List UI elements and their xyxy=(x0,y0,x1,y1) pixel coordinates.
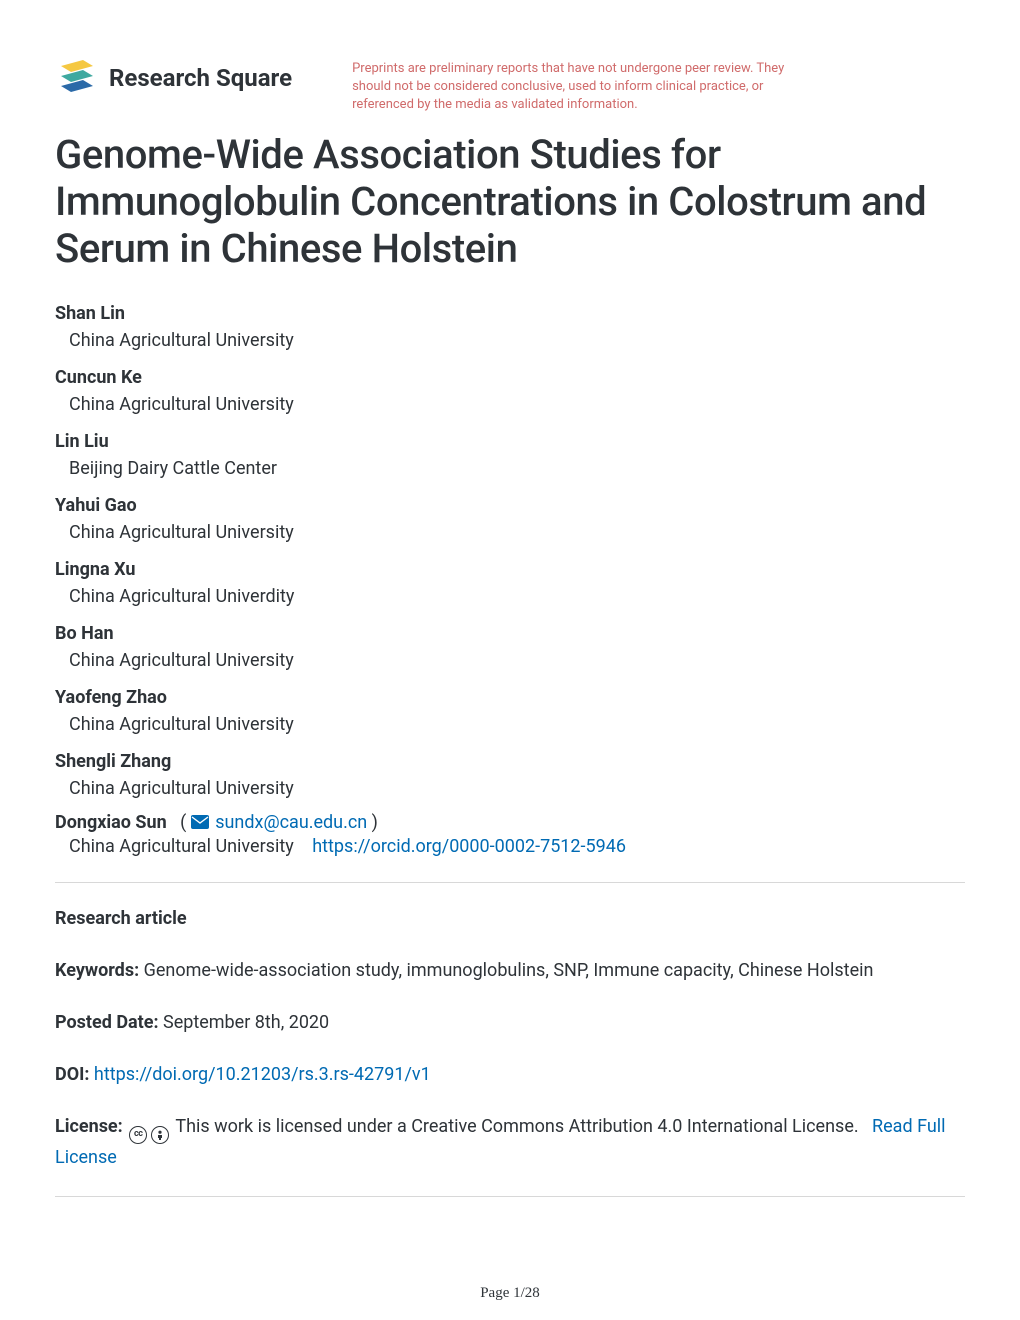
author-list: Shan Lin China Agricultural University C… xyxy=(55,300,965,860)
cc-icon: cc xyxy=(129,1126,147,1144)
mail-icon xyxy=(191,813,209,827)
author-block: Cuncun Ke China Agricultural University xyxy=(55,364,965,418)
license-row: License: cc This work is licensed under … xyxy=(55,1113,965,1172)
keywords-value: Genome-wide-association study, immunoglo… xyxy=(144,960,874,981)
cc-by-icon xyxy=(151,1126,169,1144)
header-row: Research Square Preprints are preliminar… xyxy=(55,60,965,115)
cc-badge-icon: cc xyxy=(129,1126,169,1144)
article-type: Research article xyxy=(55,905,965,933)
corresponding-author-block: Dongxiao Sun ( sundx@cau.edu.cn ) China … xyxy=(55,812,965,860)
author-affiliation: China Agricultural University xyxy=(55,775,965,802)
author-block: Yahui Gao China Agricultural University xyxy=(55,492,965,546)
doi-row: DOI: https://doi.org/10.21203/rs.3.rs-42… xyxy=(55,1061,965,1089)
author-affiliation: China Agricultural University xyxy=(55,711,965,738)
author-block: Shan Lin China Agricultural University xyxy=(55,300,965,354)
posted-date-value: September 8th, 2020 xyxy=(163,1012,329,1033)
meta-section: Research article Keywords: Genome-wide-a… xyxy=(55,905,965,1171)
author-affiliation: China Agricultural University xyxy=(55,391,965,418)
posted-date-label: Posted Date: xyxy=(55,1012,159,1033)
author-affiliation: China Agricultural University xyxy=(55,519,965,546)
keywords-row: Keywords: Genome-wide-association study,… xyxy=(55,957,965,985)
author-block: Lin Liu Beijing Dairy Cattle Center xyxy=(55,428,965,482)
page-indicator: Page 1/28 xyxy=(0,1285,1020,1302)
corresponding-author-row: Dongxiao Sun ( sundx@cau.edu.cn ) xyxy=(55,812,965,833)
divider xyxy=(55,1196,965,1197)
author-name: Lin Liu xyxy=(55,428,965,455)
author-block: Yaofeng Zhao China Agricultural Universi… xyxy=(55,684,965,738)
author-affiliation: China Agricultural University xyxy=(55,327,965,354)
author-affiliation: China Agricultural Univerdity xyxy=(55,583,965,610)
logo-mark-icon xyxy=(55,60,99,96)
brand-logo[interactable]: Research Square xyxy=(55,60,292,96)
corresponding-author-name: Dongxiao Sun xyxy=(55,812,167,833)
author-affiliation: Beijing Dairy Cattle Center xyxy=(55,455,965,482)
author-block: Bo Han China Agricultural University xyxy=(55,620,965,674)
divider xyxy=(55,882,965,883)
author-name: Cuncun Ke xyxy=(55,364,965,391)
license-text: This work is licensed under a Creative C… xyxy=(175,1116,858,1137)
author-name: Lingna Xu xyxy=(55,556,965,583)
posted-date-row: Posted Date: September 8th, 2020 xyxy=(55,1009,965,1037)
author-block: Lingna Xu China Agricultural Univerdity xyxy=(55,556,965,610)
brand-name: Research Square xyxy=(109,64,292,92)
preprint-disclaimer: Preprints are preliminary reports that h… xyxy=(352,60,822,115)
author-name: Shengli Zhang xyxy=(55,748,965,775)
author-name: Shan Lin xyxy=(55,300,965,327)
author-name: Yahui Gao xyxy=(55,492,965,519)
orcid-link[interactable]: https://orcid.org/0000-0002-7512-5946 xyxy=(312,836,626,857)
license-label: License: xyxy=(55,1116,123,1137)
doi-label: DOI: xyxy=(55,1064,89,1085)
corresponding-email-link[interactable]: sundx@cau.edu.cn xyxy=(215,812,367,833)
corresponding-affiliation-row: China Agricultural University https://or… xyxy=(55,833,965,860)
author-name: Yaofeng Zhao xyxy=(55,684,965,711)
corresponding-affiliation: China Agricultural University xyxy=(69,836,294,857)
article-title: Genome-Wide Association Studies for Immu… xyxy=(55,131,965,273)
author-affiliation: China Agricultural University xyxy=(55,647,965,674)
author-block: Shengli Zhang China Agricultural Univers… xyxy=(55,748,965,802)
doi-link[interactable]: https://doi.org/10.21203/rs.3.rs-42791/v… xyxy=(94,1064,431,1085)
author-name: Bo Han xyxy=(55,620,965,647)
keywords-label: Keywords: xyxy=(55,960,139,981)
